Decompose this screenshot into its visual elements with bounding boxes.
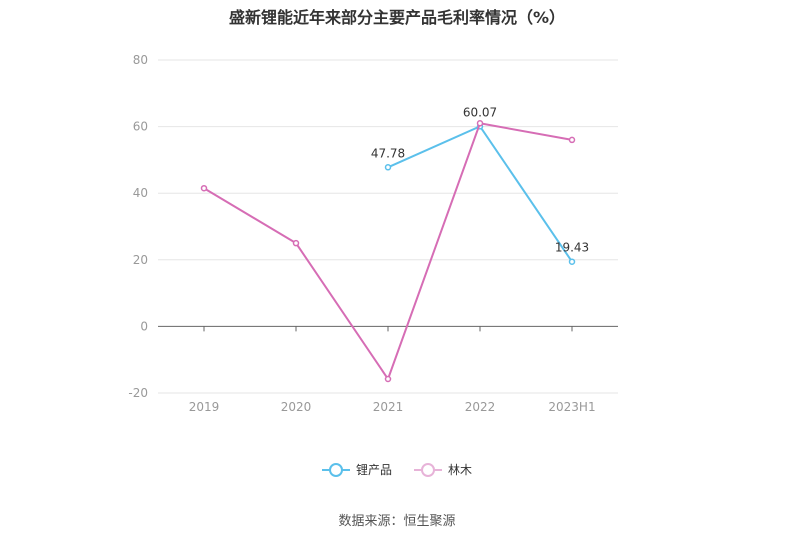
x-tick-label: 2021 (373, 400, 404, 414)
legend-label-lithium: 锂产品 (355, 463, 392, 477)
legend-item-forestry[interactable]: 林木 (414, 461, 472, 478)
data-source: 数据来源：恒生聚源 (338, 514, 456, 529)
data-point (200, 184, 208, 192)
y-tick-label: -20 (128, 386, 148, 400)
series-line-1 (203, 122, 573, 382)
legend-swatch-lithium (321, 462, 350, 477)
x-tick-label: 2023H1 (548, 400, 595, 414)
y-tick-label: 80 (133, 53, 148, 67)
data-label: 19.43 (555, 241, 589, 255)
data-point (384, 375, 392, 383)
x-tick-label: 2020 (281, 400, 312, 414)
data-point (568, 136, 576, 144)
x-tick-label: 2019 (189, 400, 220, 414)
legend: 锂产品 林木 (0, 461, 794, 478)
data-point (476, 120, 484, 127)
legend-swatch-forestry (414, 462, 442, 477)
x-tick-label: 2022 (465, 400, 496, 414)
y-tick-label: 60 (133, 120, 148, 134)
legend-label-forestry: 林木 (448, 463, 473, 477)
chart-title: 盛新锂能近年来部分主要产品毛利率情况（%） (228, 8, 566, 27)
series-line-0 (387, 125, 573, 263)
data-point (292, 239, 300, 247)
y-tick-label: 20 (133, 253, 148, 267)
y-tick-label: 40 (133, 186, 148, 200)
data-label: 60.07 (463, 105, 497, 119)
legend-item-lithium[interactable]: 锂产品 (321, 461, 392, 478)
data-label: 47.78 (371, 146, 405, 160)
data-point (568, 258, 576, 265)
data-point (384, 164, 392, 171)
y-tick-label: 0 (140, 319, 148, 333)
